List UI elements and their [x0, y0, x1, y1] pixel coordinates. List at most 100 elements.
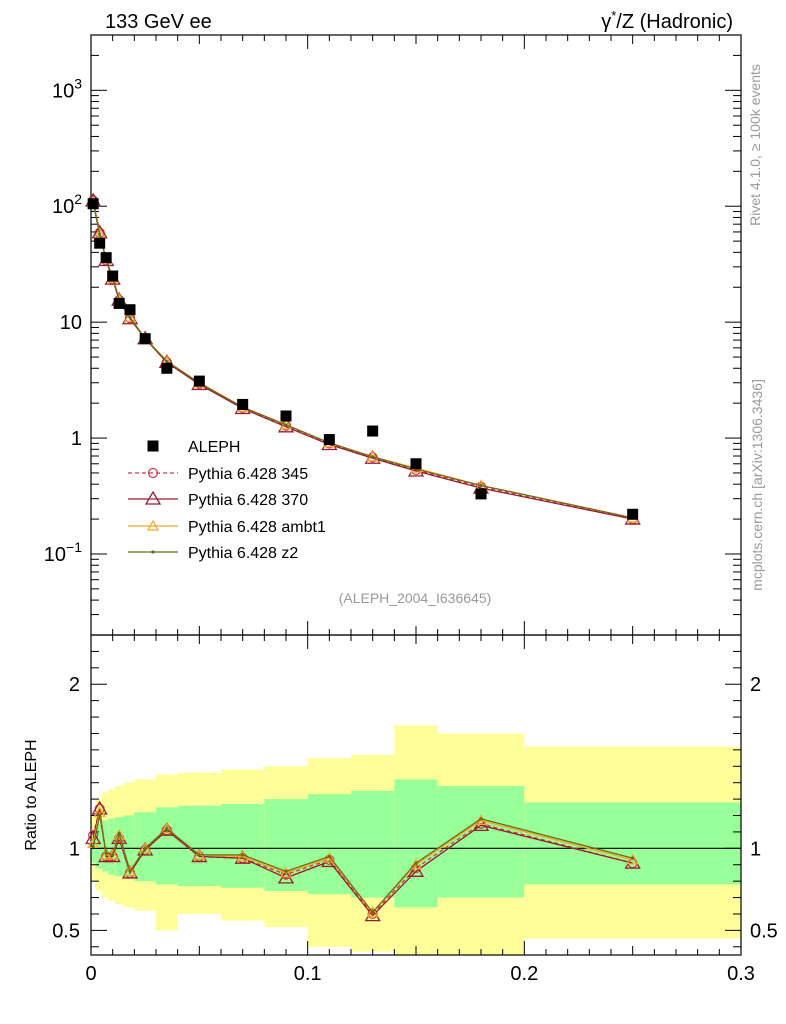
ratio-band-inner-5	[123, 815, 135, 878]
ratio-ytick-label-right: 2	[750, 674, 761, 696]
main-ytick-exp: 3	[74, 75, 82, 91]
main-point-data	[237, 398, 249, 410]
ratio-band-inner-6	[134, 812, 156, 882]
header-left: 133 GeV ee	[105, 11, 212, 33]
ratio-point-p370	[85, 830, 102, 845]
header-right-suffix: /Z (Hadronic)	[616, 11, 733, 33]
main-ytick-base: 10	[52, 196, 74, 218]
main-ytick-label: 10−1	[44, 539, 82, 566]
header-right-star: *	[611, 8, 616, 23]
ratio-point-z2	[284, 869, 288, 873]
ratio-point-z2	[479, 817, 483, 821]
ratio-point-z2	[98, 813, 102, 818]
ratio-point-z2	[414, 861, 418, 865]
main-line-p345	[92, 200, 633, 520]
main-point-z2	[284, 423, 288, 427]
main-point-data	[113, 297, 125, 309]
ratio-panel: 0 0.1 0.2 0.3 0.5 0.5 1 1 2 2	[52, 634, 778, 985]
ratio-point-z2	[327, 854, 331, 859]
main-point-z2	[98, 232, 102, 237]
ratio-point-ambt1	[139, 842, 152, 853]
main-point-z2	[479, 483, 483, 488]
legend-marker-p345	[147, 467, 159, 479]
main-point-data	[475, 488, 487, 500]
ratio-ytick-label-right: 1	[750, 838, 761, 860]
legend-label-p370: Pythia 6.428 370	[188, 492, 308, 509]
main-ytick-label: 1	[71, 428, 82, 450]
ratio-band-inner-13	[394, 779, 438, 908]
ratio-point-z2	[117, 831, 121, 836]
main-ytick-label: 103	[52, 75, 82, 102]
legend: ALEPH Pythia 6.428 345 Pythia 6.428 370 Pyt…	[128, 439, 326, 562]
main-point-data	[627, 508, 639, 520]
main-line-z2	[92, 203, 633, 519]
main-ytick-base: 10	[60, 312, 82, 334]
main-ytick-exp: −1	[66, 539, 82, 555]
rivet-label: Rivet 4.1.0, ≥ 100k events	[747, 64, 763, 226]
ratio-point-z2	[111, 853, 115, 857]
ratio-point-z2	[143, 846, 147, 850]
ratio-band-inner-3	[108, 818, 115, 875]
ratio-band-inner-14	[437, 785, 525, 898]
legend-marker-z2	[151, 550, 155, 554]
header-right: γ*/Z (Hadronic)	[601, 8, 733, 33]
ratio-xtick-label: 0.2	[510, 963, 538, 985]
ratio-point-ambt1	[123, 865, 137, 876]
legend-label-p345: Pythia 6.428 345	[188, 466, 308, 483]
main-point-data	[161, 362, 173, 374]
ratio-xtick-label: 0	[85, 963, 96, 985]
ratio-ytick-label: 2	[69, 674, 80, 696]
ratio-band-inner-8	[177, 805, 221, 887]
legend-marker-data	[147, 440, 159, 452]
ratio-point-ambt1	[113, 828, 126, 840]
main-point-z2	[371, 455, 375, 459]
main-point-z2	[128, 315, 132, 319]
header-right-gamma: γ	[601, 11, 611, 33]
ratio-point-z2	[197, 853, 201, 857]
ratio-xtick-label: 0.3	[727, 963, 755, 985]
main-ytick-label: 10	[60, 312, 82, 334]
main-point-data	[100, 252, 112, 264]
main-line-p370	[92, 200, 633, 520]
main-ytick-base: 10	[52, 80, 74, 102]
ratio-band-inner-15	[524, 802, 741, 885]
ratio-ytick-label-right: 0.5	[750, 920, 778, 942]
main-line-ambt1	[92, 202, 633, 519]
main-point-z2	[165, 359, 169, 363]
main-point-data	[139, 333, 151, 345]
main-ytick-base: 1	[71, 428, 82, 450]
ratio-band-inner-7	[156, 807, 178, 885]
ratio-point-ambt1	[160, 822, 173, 834]
ratio-ytick-label: 1	[69, 838, 80, 860]
ratio-point-z2	[631, 856, 635, 860]
ratio-band-inner-4	[114, 817, 124, 877]
main-ytick-label: 102	[52, 191, 82, 218]
main-point-ambt1	[123, 311, 137, 322]
ratio-point-ambt1	[279, 866, 293, 878]
ratio-ytick-label: 0.5	[52, 920, 80, 942]
main-point-data	[94, 237, 106, 249]
analysis-tag: (ALEPH_2004_I636645)	[339, 590, 492, 606]
legend-marker-ambt1	[146, 519, 160, 531]
ratio-point-z2	[241, 853, 245, 857]
mcplots-label: mcplots.cern.ch [arXiv:1306.3436]	[749, 379, 765, 591]
ratio-line-z2	[92, 815, 633, 914]
main-point-data	[107, 270, 119, 282]
legend-label-ambt1: Pythia 6.428 ambt1	[188, 519, 326, 536]
legend-label-z2: Pythia 6.428 z2	[188, 545, 298, 562]
legend-label-data: ALEPH	[188, 439, 240, 456]
ratio-point-ambt1	[366, 906, 379, 917]
main-ytick-exp: 2	[74, 191, 82, 207]
ratio-point-z2	[165, 827, 169, 831]
ratio-band-inner-1	[95, 823, 102, 869]
main-point-data	[87, 198, 99, 210]
ratio-point-ambt1	[409, 858, 423, 870]
ratio-point-z2	[104, 851, 108, 855]
ratio-band-inner-12	[351, 790, 395, 898]
main-point-ambt1	[93, 227, 106, 239]
ratio-point-p370	[407, 863, 425, 877]
main-ytick-base: 10	[44, 544, 66, 566]
main-point-data	[280, 410, 292, 422]
